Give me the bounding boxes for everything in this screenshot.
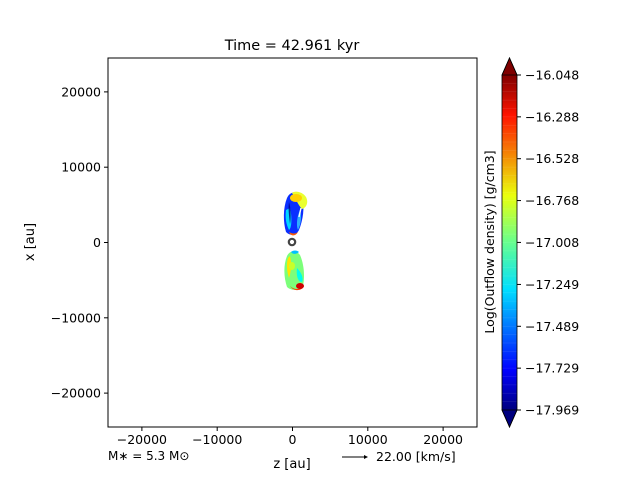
colorbar-gradient	[502, 75, 517, 410]
x-tick-label: 0	[289, 432, 297, 447]
y-axis-label: x [au]	[23, 223, 38, 261]
x-tick-label: −20000	[117, 432, 167, 447]
colorbar-tick-label: −16.528	[525, 151, 579, 166]
velocity-key-arrowhead	[364, 455, 368, 459]
velocity-key-label: 22.00 [km/s]	[376, 449, 456, 464]
velocity-key: 22.00 [km/s]	[342, 449, 456, 464]
x-tick-label: 10000	[348, 432, 388, 447]
stellar-mass-label: M∗ = 5.3 M⊙	[108, 449, 189, 463]
x-tick-label: −10000	[192, 432, 242, 447]
chart-title: Time = 42.961 kyr	[224, 38, 360, 54]
colorbar-extend-top	[501, 57, 518, 76]
colorbar: −17.969 −17.729 −17.489 −17.249 −17.008 −16.7…	[482, 57, 579, 428]
y-tick-label: 0	[93, 235, 101, 250]
colorbar-label: Log(Outflow density) [g/cm3]	[482, 150, 497, 333]
colorbar-tick-label: −16.288	[525, 109, 579, 124]
y-tick-label: −10000	[51, 310, 101, 325]
plot-area	[107, 57, 478, 428]
y-axis: −20000 −10000 0 10000 20000	[51, 84, 108, 401]
colorbar-tick-label: −17.008	[525, 235, 579, 250]
star-marker	[287, 237, 297, 247]
x-axis-label: z [au]	[273, 457, 310, 472]
colorbar-tick-label: −16.048	[525, 68, 579, 83]
colorbar-tick-label: −16.768	[525, 193, 579, 208]
outflow-lobe-north	[283, 191, 308, 236]
colorbar-extend-bottom	[501, 409, 518, 428]
colorbar-tick-label: −17.729	[525, 361, 579, 376]
y-tick-label: −20000	[51, 386, 101, 401]
x-tick-label: 20000	[423, 432, 463, 447]
y-tick-label: 20000	[61, 84, 101, 99]
colorbar-tick-label: −17.489	[525, 319, 579, 334]
colorbar-tick-label: −17.969	[525, 403, 579, 418]
outflow-field	[283, 191, 308, 291]
colorbar-tick-label: −17.249	[525, 277, 579, 292]
x-axis: −20000 −10000 0 10000 20000	[117, 427, 463, 447]
y-tick-label: 10000	[61, 160, 101, 175]
outflow-lobe-south	[284, 250, 304, 291]
